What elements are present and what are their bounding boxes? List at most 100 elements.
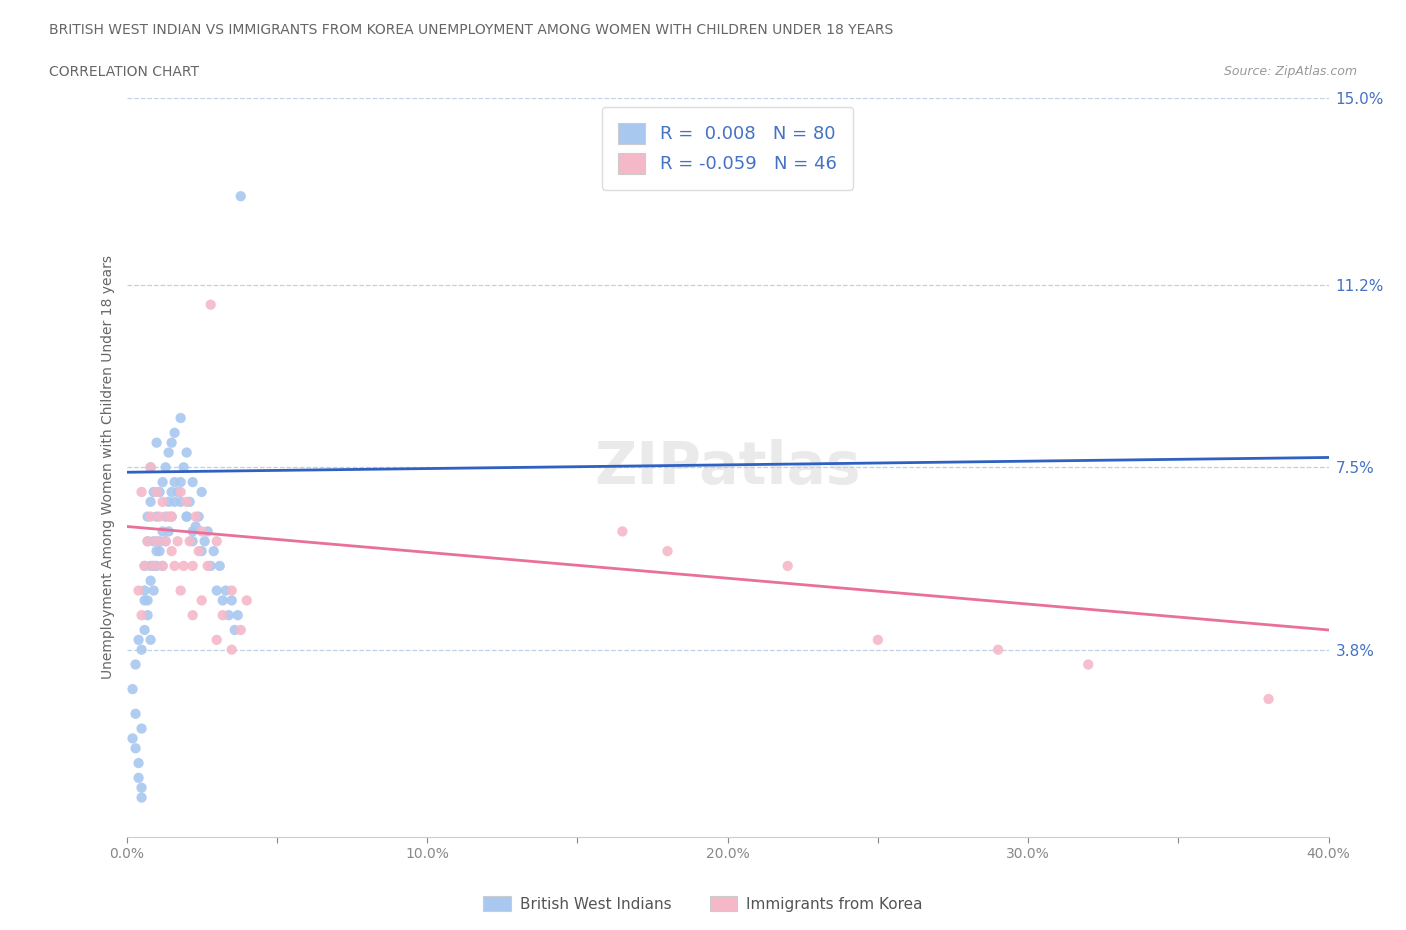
Point [131,780,153,795]
Point [176,510,198,525]
Point [163,495,186,510]
Point [136,593,159,608]
Point [128,770,150,785]
Point [166,485,188,499]
Point [160,485,183,499]
Point [179,495,201,510]
Point [181,474,204,489]
Point [155,534,177,549]
Point [121,731,143,746]
Point [184,510,207,525]
Point [149,534,172,549]
Point [221,583,243,598]
Point [136,510,159,525]
Point [128,632,150,647]
Point [134,593,156,608]
Point [163,474,186,489]
Point [197,558,219,573]
Point [218,608,240,623]
Point [866,632,889,647]
Point [139,573,162,588]
Point [176,495,198,510]
Point [142,558,165,573]
Point [131,643,153,658]
Text: CORRELATION CHART: CORRELATION CHART [49,65,200,79]
Point [190,544,212,559]
Point [202,544,225,559]
Point [657,544,679,559]
Point [145,485,167,499]
Point [169,411,191,426]
Point [181,524,204,538]
Point [131,721,153,736]
Point [184,519,207,534]
Point [157,495,180,510]
Point [157,510,180,525]
Text: ZIPatlas: ZIPatlas [595,439,860,496]
Point [190,485,212,499]
Point [139,495,162,510]
Point [160,510,183,525]
Point [149,510,172,525]
Point [155,510,177,525]
Point [160,510,183,525]
Point [134,583,156,598]
Point [124,657,146,671]
Point [208,558,231,573]
Point [142,583,165,598]
Point [169,583,191,598]
Point [181,534,204,549]
Point [169,495,191,510]
Point [221,593,243,608]
Point [211,608,233,623]
Point [136,534,159,549]
Point [152,558,174,573]
Point [131,485,153,499]
Point [139,460,162,474]
Point [152,558,174,573]
Point [211,593,233,608]
Point [229,189,252,204]
Point [128,755,150,770]
Point [152,524,174,538]
Point [987,643,1010,658]
Point [145,558,167,573]
Point [169,485,191,499]
Point [612,524,634,538]
Point [131,790,153,805]
Point [194,534,217,549]
Point [205,583,228,598]
Point [200,298,222,312]
Point [142,534,165,549]
Point [157,445,180,460]
Point [197,524,219,538]
Point [181,608,204,623]
Point [187,544,209,559]
Point [136,534,159,549]
Text: BRITISH WEST INDIAN VS IMMIGRANTS FROM KOREA UNEMPLOYMENT AMONG WOMEN WITH CHILD: BRITISH WEST INDIAN VS IMMIGRANTS FROM K… [49,23,893,37]
Point [190,593,212,608]
Point [139,558,162,573]
Point [200,558,222,573]
Point [157,524,180,538]
Point [139,632,162,647]
Point [131,608,153,623]
Point [776,558,799,573]
Point [145,544,167,559]
Point [224,622,246,637]
Y-axis label: Unemployment Among Women with Children Under 18 years: Unemployment Among Women with Children U… [101,256,115,679]
Point [226,608,249,623]
Point [215,583,238,598]
Point [173,460,195,474]
Point [128,583,150,598]
Point [145,435,167,450]
Point [173,558,195,573]
Point [149,485,172,499]
Point [190,524,212,538]
Point [139,460,162,474]
Text: Source: ZipAtlas.com: Source: ZipAtlas.com [1223,65,1357,78]
Point [142,485,165,499]
Point [149,544,172,559]
Point [160,435,183,450]
Point [124,741,146,756]
